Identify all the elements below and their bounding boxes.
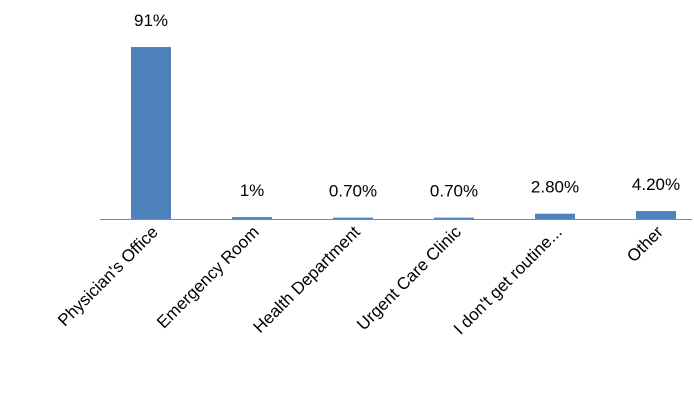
bar [434,217,474,219]
x-tick-label: Physician's Office [54,222,162,330]
bar [636,211,676,219]
data-label: 0.70% [329,182,377,201]
bar [232,217,272,219]
x-tick-label: Urgent Care Clinic [353,222,465,334]
data-label: 1% [240,181,265,200]
data-label: 4.20% [632,175,680,194]
x-tick-label: I don't get routine... [450,222,566,338]
bar [535,213,575,219]
data-label: 91% [134,11,168,30]
data-label: 0.70% [430,182,478,201]
data-label: 2.80% [531,178,579,197]
bar [131,47,171,220]
x-tick-label: Health Department [249,222,364,337]
x-tick-label: Emergency Room [153,222,263,332]
x-tick-label: Other [623,222,667,266]
bar [333,217,373,219]
